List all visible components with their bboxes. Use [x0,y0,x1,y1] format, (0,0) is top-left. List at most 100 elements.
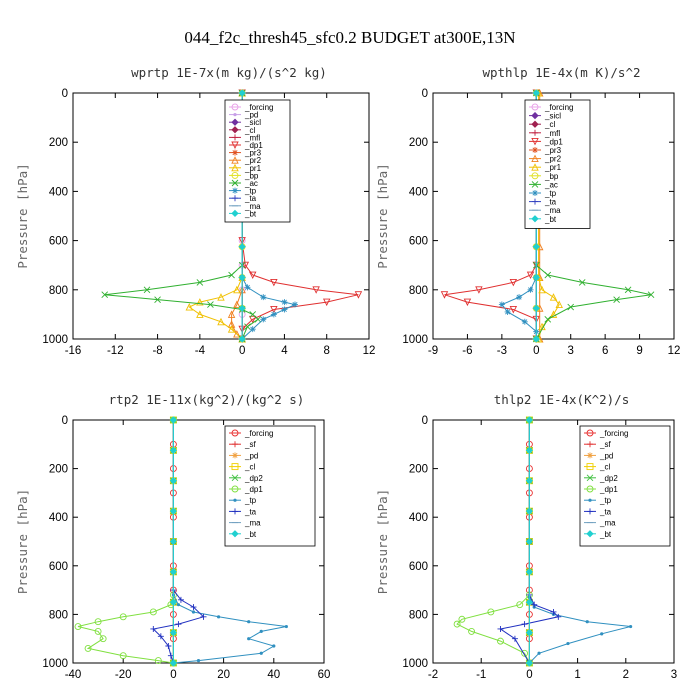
series-bt [525,416,534,667]
legend-entry: _tp [544,189,557,198]
x-tick-label: -40 [65,669,82,681]
x-tick-label: 3 [568,345,574,357]
legend-entry: _pd [244,451,258,460]
data-point [169,598,178,606]
y-tick-label: 0 [62,88,68,100]
legend-marker [232,134,238,141]
series-line [77,420,174,664]
legend-marker [231,163,239,172]
data-point [228,271,235,279]
data-point [544,316,552,323]
legend-entry: _bp [544,172,559,181]
data-point [238,304,246,312]
legend-marker [531,181,539,188]
data-point [244,323,251,331]
legend-marker [531,215,539,223]
x-tick-label: 0 [533,345,539,357]
data-point [191,610,196,614]
data-point [238,89,246,97]
series-line [241,93,359,339]
data-point [270,311,277,318]
data-point [532,273,540,282]
legend-marker [231,530,239,538]
data-point [453,620,461,628]
y-tick-label: 0 [422,415,428,427]
data-point [555,300,563,309]
data-point [312,286,320,294]
x-tick-label: 9 [636,345,642,357]
data-point [525,477,534,485]
legend-marker [232,195,238,202]
data-point [238,243,246,251]
data-point [525,659,534,667]
data-point [549,293,558,301]
y-axis-label: Pressure [hPa] [375,489,390,594]
legend: _forcing_sicl_cl_mfl_dp1_pr3_pr2_pr1_bp_… [524,99,591,229]
legend-entry: _cl [599,463,610,472]
data-point [190,604,197,611]
data-point [207,301,214,308]
data-point [284,624,288,629]
x-tick-label: -9 [428,345,438,357]
x-tick-label: -8 [152,345,162,357]
legend-marker [231,118,239,126]
data-point [521,649,529,657]
data-point [217,293,225,301]
data-point [525,598,534,606]
legend-marker [231,126,239,134]
data-point [292,301,298,308]
series-line [444,93,537,339]
legend-box [224,425,316,547]
x-tick-label: 1 [574,669,580,681]
legend-entry: _bp [244,171,259,180]
legend-entry: _pr2 [244,156,262,165]
data-point [270,306,278,314]
data-point [185,303,194,311]
data-point [629,624,633,629]
x-tick-label: 40 [267,669,280,681]
data-point [613,296,620,303]
series-line [535,93,652,340]
legend-entry: _bt [544,215,557,224]
legend-entry: _mfl [544,129,560,138]
legend: _forcing_pd_sicl_cl_mfl_dp1_pr3_pr2_pr1_… [224,99,291,223]
legend-marker [232,441,238,448]
data-point [154,657,162,665]
plot-frame [72,92,370,340]
legend-marker [231,171,239,179]
data-point [169,537,178,546]
y-tick-label: 600 [49,236,68,248]
data-point [238,335,246,343]
x-tick-label: -2 [428,669,438,681]
data-point [525,416,534,424]
data-point [475,286,483,294]
data-point [247,637,251,641]
data-point [567,303,575,311]
legend-marker [531,163,539,171]
x-tick-label: 20 [217,669,230,681]
data-point [600,632,604,636]
y-tick-label: 200 [409,464,428,476]
series-ta [150,417,207,666]
legend-entry: _pr3 [544,146,562,155]
x-tick-label: 2 [623,669,629,681]
legend-marker [233,498,237,502]
data-point [578,279,586,286]
x-tick-label: 0 [239,345,245,357]
data-point [497,637,504,645]
y-tick-label: 0 [62,415,68,427]
y-tick-label: 0 [422,88,428,100]
legend-marker [532,129,538,136]
legend-entry: _sicl [244,118,261,127]
data-point [216,615,221,619]
legend-marker [231,103,239,111]
legend-marker [587,452,593,459]
data-point [525,537,534,546]
legend-entry: _pr1 [544,163,562,172]
legend-marker [586,474,594,482]
data-point [259,651,263,655]
data-point [238,273,246,282]
data-point [544,271,552,279]
data-point [260,294,267,301]
